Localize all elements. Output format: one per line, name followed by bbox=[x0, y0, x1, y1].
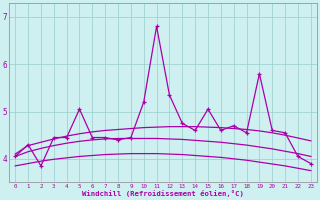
X-axis label: Windchill (Refroidissement éolien,°C): Windchill (Refroidissement éolien,°C) bbox=[82, 190, 244, 197]
